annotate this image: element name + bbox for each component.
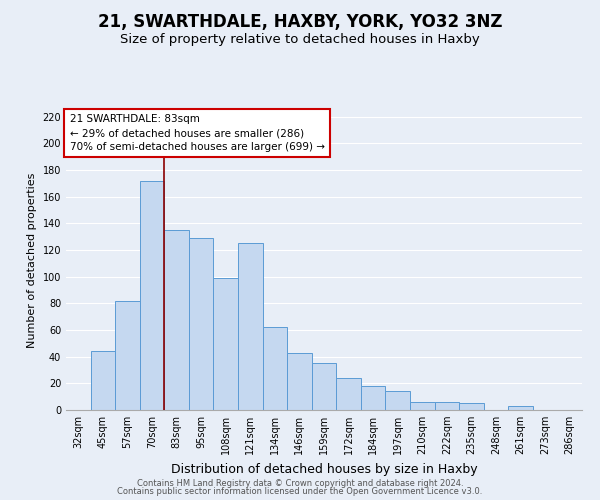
Bar [164,230,189,410]
Y-axis label: Number of detached properties: Number of detached properties [27,172,37,348]
Text: 21 SWARTHDALE: 83sqm
← 29% of detached houses are smaller (286)
70% of semi-deta: 21 SWARTHDALE: 83sqm ← 29% of detached h… [70,114,325,152]
Bar [385,392,410,410]
Bar [287,352,312,410]
Bar [336,378,361,410]
X-axis label: Distribution of detached houses by size in Haxby: Distribution of detached houses by size … [170,462,478,475]
Bar [214,278,238,410]
Bar [410,402,434,410]
Bar [361,386,385,410]
Bar [312,364,336,410]
Bar [459,404,484,410]
Bar [115,300,140,410]
Bar [140,180,164,410]
Bar [508,406,533,410]
Bar [238,244,263,410]
Bar [434,402,459,410]
Text: Size of property relative to detached houses in Haxby: Size of property relative to detached ho… [120,32,480,46]
Text: 21, SWARTHDALE, HAXBY, YORK, YO32 3NZ: 21, SWARTHDALE, HAXBY, YORK, YO32 3NZ [98,12,502,30]
Bar [91,352,115,410]
Bar [189,238,214,410]
Bar [263,328,287,410]
Text: Contains HM Land Registry data © Crown copyright and database right 2024.: Contains HM Land Registry data © Crown c… [137,478,463,488]
Text: Contains public sector information licensed under the Open Government Licence v3: Contains public sector information licen… [118,487,482,496]
